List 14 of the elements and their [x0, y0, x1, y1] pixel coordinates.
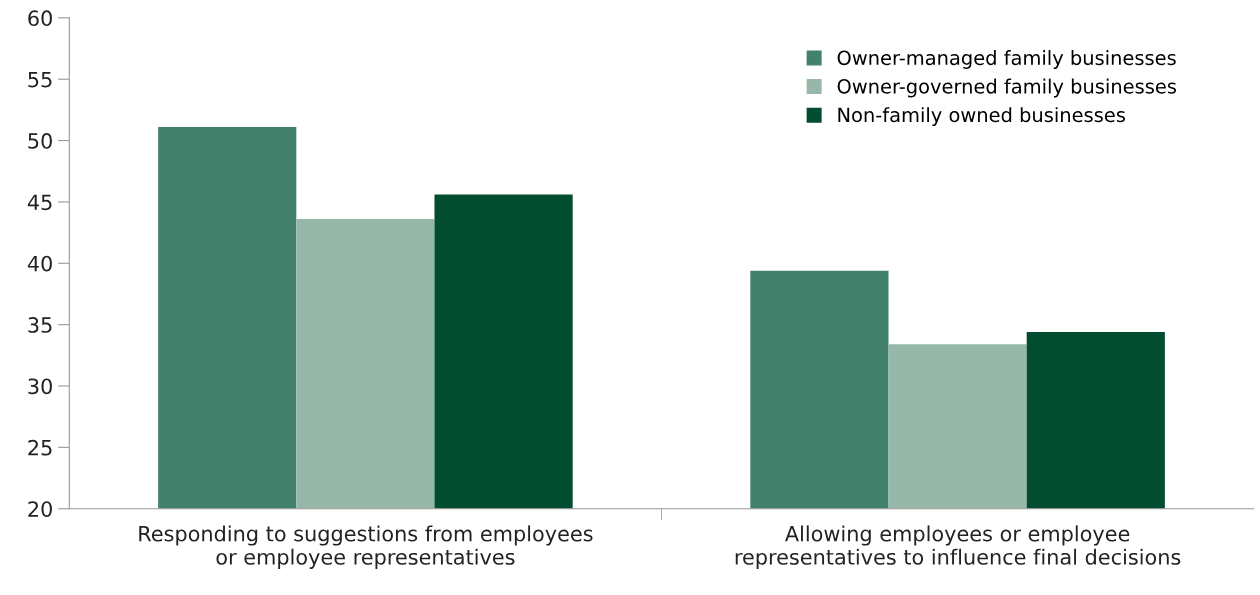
legend-label: Owner-governed family businesses [837, 78, 1177, 98]
x-tick-label: Allowing employees or employee representatives to influence final decisions [735, 525, 1181, 569]
y-tick-label: 30 [28, 378, 52, 395]
legend-label: Non-family owned businesses [838, 107, 1125, 126]
y-tick-label: 20 [28, 501, 52, 517]
y-tick-label: 55 [28, 71, 52, 88]
y-tick-label: 45 [27, 194, 52, 211]
x-tick-label: Responding to suggestions from employees or employee representatives [139, 525, 593, 569]
y-tick-label: 60 [28, 10, 52, 27]
y-tick-label: 50 [28, 133, 52, 149]
y-tick-label: 35 [28, 317, 52, 333]
y-tick-label: 40 [27, 255, 52, 272]
y-tick-label: 25 [28, 439, 52, 456]
legend-label: Owner-managed family businesses [837, 50, 1176, 69]
